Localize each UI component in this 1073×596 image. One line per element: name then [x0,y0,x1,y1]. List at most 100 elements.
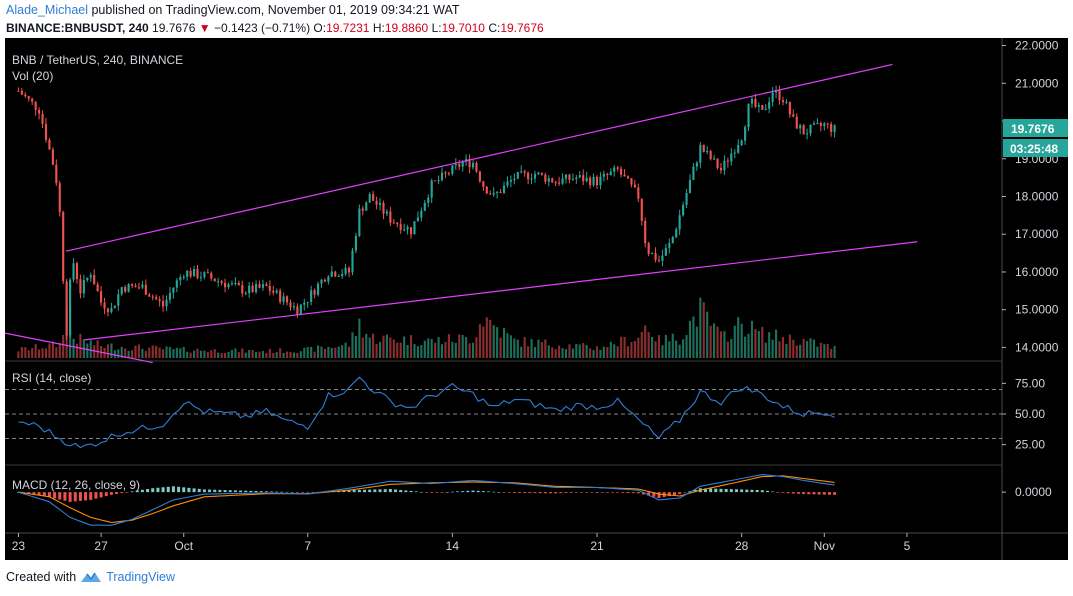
macd-histogram-bar [755,489,759,493]
macd-histogram-bar [104,492,108,497]
candle [337,276,340,278]
volume-bar [757,331,760,358]
volume-bar [55,347,58,358]
candle [406,227,409,230]
macd-histogram-bar [192,488,196,493]
candle [38,109,41,114]
macd-histogram-bar [554,492,558,494]
macd-histogram-bar [492,491,496,493]
volume-bar [62,334,65,358]
trendline-lower[interactable] [84,241,918,341]
macd-histogram-bar [533,492,537,494]
volume-bar [530,339,533,358]
volume-bar [285,351,289,358]
tradingview-logo-icon [81,572,102,582]
candle [399,224,402,231]
candle [172,287,175,293]
volume-bar [227,351,230,358]
volume-bar [409,335,413,358]
close-value: 19.7676 [500,21,544,35]
volume-bar [657,335,661,358]
volume-bar [819,342,822,358]
candle [781,100,785,103]
volume-bar [341,345,344,358]
candle [527,172,530,180]
candle [62,212,65,282]
macd-histogram-bar [171,486,175,493]
volume-bar [24,347,27,358]
volume-bar [785,343,788,358]
candle [489,193,492,195]
macd-histogram-bar [363,489,367,493]
candle [558,182,561,184]
candle [168,292,172,300]
volume-bar [268,349,271,358]
channel-lines[interactable] [5,63,918,364]
candle [599,176,602,186]
volume-bar [830,348,833,358]
macd-histogram-bar [667,492,671,497]
chart-svg[interactable]: 22.000021.000019.000018.000017.000016.00… [5,38,1068,560]
candles [17,85,836,340]
macd-histogram-bar [270,491,274,493]
date-axis[interactable]: 23 27 Oct 7 14 21 28 Nov 5 [12,533,911,553]
macd-histogram-bar [569,492,573,493]
macd-histogram-bar [621,492,625,493]
volume-bar [347,346,351,358]
candle [165,299,168,307]
candle [423,202,426,211]
macd-histogram-bar [580,492,584,493]
macd-histogram-bar [182,487,186,493]
macd-histogram-bar [461,491,465,493]
macd-histogram-bar [487,491,491,493]
volume-bar [675,340,678,358]
volume-bar [265,352,268,358]
volume-bars [17,297,836,358]
rsi-tick-label: 75.00 [1015,376,1045,390]
candle [478,171,481,182]
volume-bar [613,344,616,358]
volume-bar [616,346,619,358]
trendline-upper[interactable] [65,63,893,252]
candle [609,171,612,176]
macd-histogram-bar [146,489,150,493]
volume-bar [792,339,795,358]
volume-bar [661,345,664,358]
macd-histogram-bar [197,488,201,493]
volume-bar [664,334,667,358]
candle [602,173,605,177]
candle [72,263,75,280]
macd-histogram-bar [450,491,454,493]
candle [323,279,327,282]
candle [341,273,344,277]
macd-histogram-bar [543,492,547,494]
candle [833,125,836,132]
volume-bar [372,333,375,358]
macd-histogram-bar [626,492,630,494]
price-change: −0.1423 (−0.71%) [214,21,311,35]
volume-bar [723,331,726,358]
author-link[interactable]: Alade_Michael [6,3,88,17]
candle [141,284,144,288]
price-tick-label: 21.0000 [1015,76,1059,90]
chart-canvas[interactable]: 22.0000 21.0000 19.0000 18.0000 17.0000 16.00… [5,38,1068,560]
volume-bar [127,350,130,358]
volume-bar [740,323,743,358]
candle [530,178,533,180]
candle [799,125,802,129]
candle [823,123,826,126]
volume-bar [299,351,302,358]
candle [754,98,757,107]
candle [688,179,692,193]
macd-histogram-bar [53,492,57,499]
volume-bar [189,352,192,358]
price-axis[interactable]: 22.000021.000019.000018.000017.000016.00… [1002,39,1059,500]
tradingview-link[interactable]: TradingView [106,570,175,584]
candle [254,284,258,292]
candle [230,283,234,285]
volume-bar [671,333,674,358]
candle [175,280,178,288]
macd-histogram-bar [378,489,382,493]
trendline-old-down[interactable] [5,332,153,364]
volume-bar [454,342,457,358]
